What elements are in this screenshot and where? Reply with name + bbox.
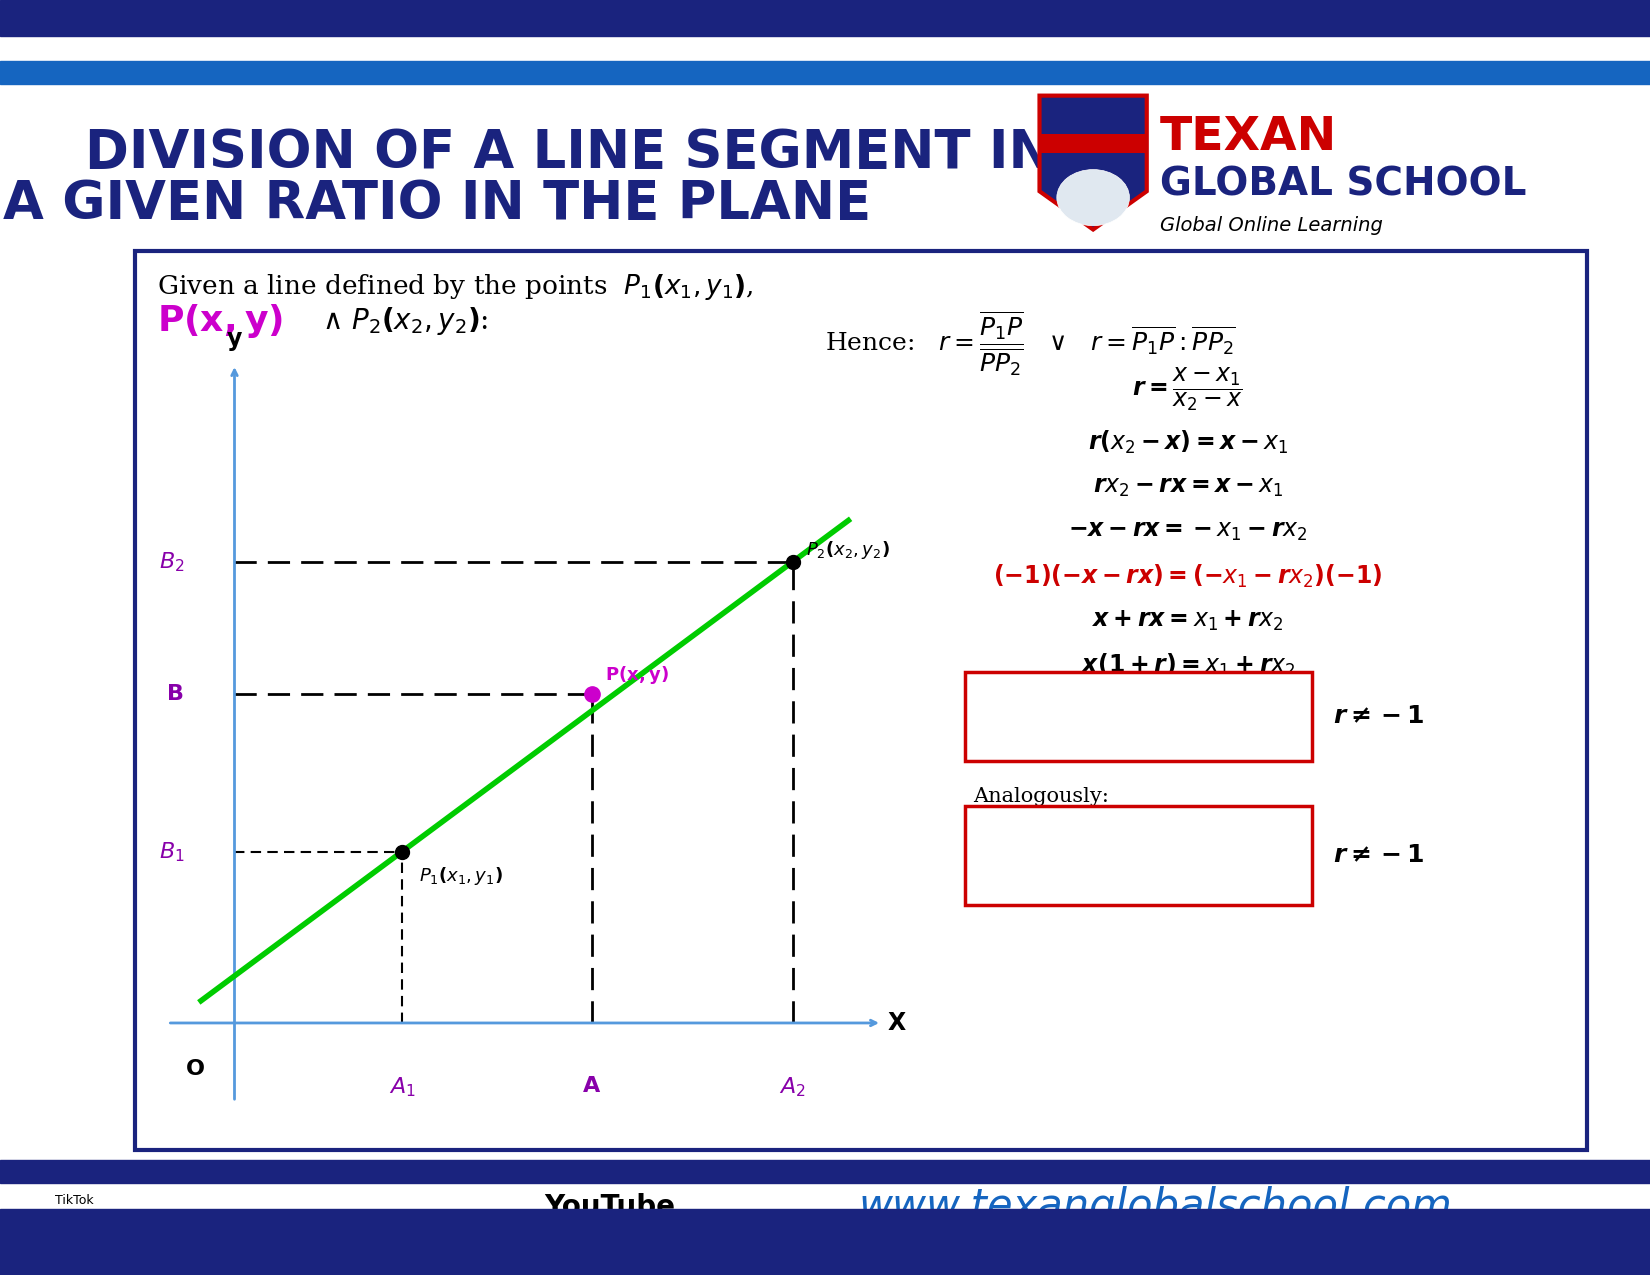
Text: $A_2$: $A_2$: [779, 1076, 805, 1099]
Bar: [0, 0, 1650, 36]
Text: $\boldsymbol{r = \dfrac{x - x_1}{x_2 - x}}$: $\boldsymbol{r = \dfrac{x - x_1}{x_2 - x…: [1132, 365, 1244, 413]
Text: $\boldsymbol{P_1(x_1, y_1)}$: $\boldsymbol{P_1(x_1, y_1)}$: [419, 864, 503, 886]
Polygon shape: [1040, 96, 1147, 230]
Bar: [0, 1209, 1650, 1275]
Text: $B_2$: $B_2$: [158, 550, 185, 574]
Bar: [135, 251, 1587, 1150]
Text: Hence:   $r = \dfrac{\overline{P_1P}}{\overline{PP_2}}$   $\vee$   $r = \overlin: Hence: $r = \dfrac{\overline{P_1P}}{\ove…: [825, 310, 1236, 379]
Text: $\bf{P(x,y)}$: $\bf{P(x,y)}$: [157, 302, 282, 340]
Text: $\wedge\ \boldsymbol{P_2(x_2, y_2)}$:: $\wedge\ \boldsymbol{P_2(x_2, y_2)}$:: [322, 305, 488, 338]
FancyBboxPatch shape: [965, 806, 1312, 905]
Text: $\boldsymbol{r(x_2 - x) = x - x_1}$: $\boldsymbol{r(x_2 - x) = x - x_1}$: [1087, 428, 1289, 456]
Text: $\boldsymbol{r \neq -1}$: $\boldsymbol{r \neq -1}$: [1333, 705, 1424, 728]
Text: O: O: [186, 1060, 205, 1079]
Text: $\boldsymbol{y = \dfrac{y_1 + ry_2}{1 + r}}$: $\boldsymbol{y = \dfrac{y_1 + ry_2}{1 + …: [1056, 826, 1221, 885]
Text: X: X: [888, 1011, 906, 1035]
Text: $\mathbf{P(x,y)}$: $\mathbf{P(x,y)}$: [606, 664, 668, 686]
Text: $B_1$: $B_1$: [158, 840, 185, 863]
Text: $\boldsymbol{(-1)(-x - rx) = (-x_1 - rx_2)(-1)}$: $\boldsymbol{(-1)(-x - rx) = (-x_1 - rx_…: [993, 562, 1383, 590]
Text: DIVISION OF A LINE SEGMENT IN: DIVISION OF A LINE SEGMENT IN: [86, 128, 1053, 178]
Text: y: y: [226, 328, 243, 351]
Text: $A_1$: $A_1$: [388, 1076, 416, 1099]
Text: TEXAN: TEXAN: [1160, 115, 1336, 161]
Text: $\boldsymbol{x(1 + r) = x_1 + rx_2}$: $\boldsymbol{x(1 + r) = x_1 + rx_2}$: [1081, 652, 1295, 680]
Text: $\boldsymbol{rx_2 - rx = x - x_1}$: $\boldsymbol{rx_2 - rx = x - x_1}$: [1092, 476, 1284, 499]
Text: Global Online Learning: Global Online Learning: [1160, 217, 1383, 235]
Text: TikTok: TikTok: [54, 1195, 94, 1207]
Text: $\boldsymbol{x = \dfrac{x_1 + rx_2}{1 + r}}$: $\boldsymbol{x = \dfrac{x_1 + rx_2}{1 + …: [1054, 688, 1223, 745]
Text: Given a line defined by the points  $\boldsymbol{P_1(x_1, y_1)}$,: Given a line defined by the points $\bol…: [157, 272, 754, 302]
Text: $\boldsymbol{r \neq -1}$: $\boldsymbol{r \neq -1}$: [1333, 844, 1424, 867]
Text: $\boldsymbol{x + rx = x_1 + rx_2}$: $\boldsymbol{x + rx = x_1 + rx_2}$: [1092, 609, 1284, 632]
Text: A: A: [582, 1076, 601, 1095]
Text: GLOBAL SCHOOL: GLOBAL SCHOOL: [1160, 166, 1526, 204]
FancyBboxPatch shape: [965, 672, 1312, 761]
Text: $\boldsymbol{P_2(x_2, y_2)}$: $\boldsymbol{P_2(x_2, y_2)}$: [805, 539, 889, 561]
Text: $\boldsymbol{-x - rx = -x_1 - rx_2}$: $\boldsymbol{-x - rx = -x_1 - rx_2}$: [1068, 520, 1308, 543]
Text: www.texanglobalschool.com: www.texanglobalschool.com: [858, 1187, 1452, 1228]
Bar: [0, 61, 1650, 84]
Text: KNOWLEDGE FOR THE WORLD: KNOWLEDGE FOR THE WORLD: [1035, 75, 1152, 85]
Bar: [0, 1160, 1650, 1183]
Polygon shape: [1040, 134, 1147, 153]
Text: A GIVEN RATIO IN THE PLANE: A GIVEN RATIO IN THE PLANE: [3, 179, 871, 230]
Circle shape: [1058, 170, 1130, 226]
Text: Analogously:: Analogously:: [974, 788, 1109, 806]
Text: YouTube: YouTube: [544, 1193, 675, 1221]
Text: B: B: [167, 683, 185, 704]
